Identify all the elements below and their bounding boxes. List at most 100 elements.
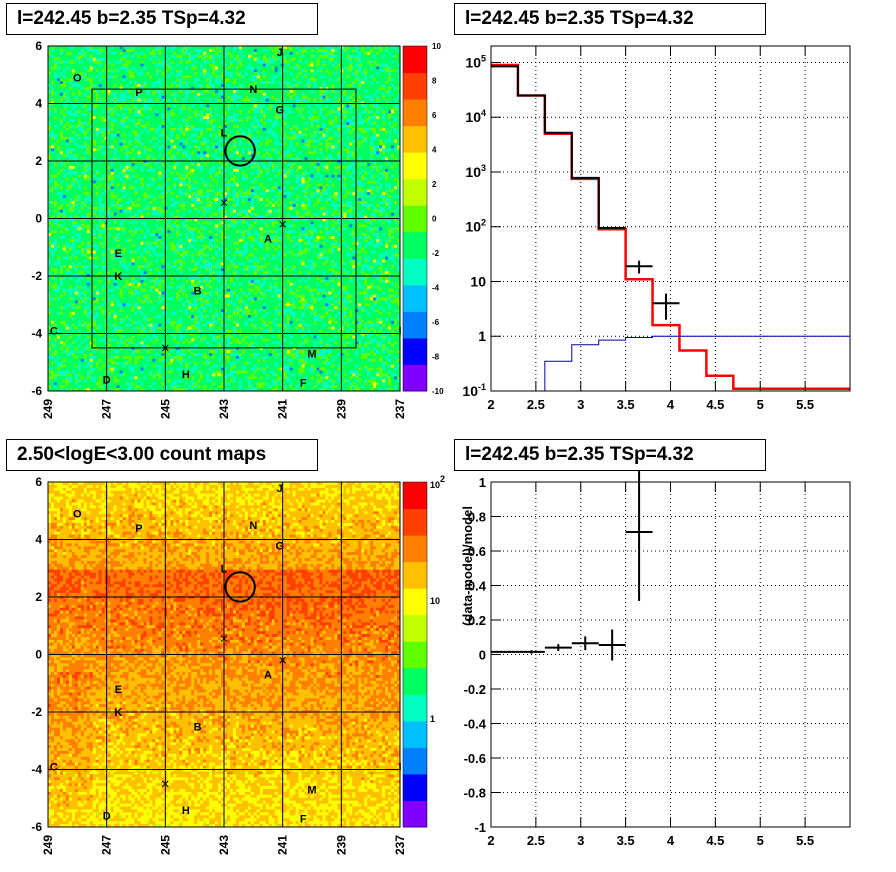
colorbar-segment: [403, 178, 427, 206]
y-tick-label: 4: [35, 533, 42, 547]
x-tick-label: 245: [158, 399, 172, 419]
residuals-title: l=242.45 b=2.35 TSp=4.32: [454, 439, 766, 471]
y-tick-label: -6: [31, 820, 42, 834]
source-label: O: [73, 73, 82, 85]
target-circle: [224, 571, 256, 603]
x-tick-label: 5: [757, 833, 764, 848]
source-label: P: [135, 523, 142, 535]
x-tick-label: 2.5: [527, 833, 545, 848]
source-label: E: [115, 684, 122, 696]
colorbar-segment: [403, 482, 427, 510]
colorbar-tick-label: 8: [432, 77, 437, 86]
y-tick-label: -4: [31, 763, 42, 777]
source-label: A: [264, 670, 272, 682]
colorbar-segment: [403, 364, 427, 392]
x-tick-label: 237: [393, 835, 407, 855]
colorbar-segment: [403, 99, 427, 127]
spectrum-grid: [491, 46, 850, 391]
x-tick-label: 249: [41, 835, 55, 855]
y-tick-label: 2: [35, 590, 42, 604]
x-tick-label: 4.5: [706, 397, 724, 412]
colorbar-segment: [403, 231, 427, 259]
y-tick-label: 0.4: [468, 579, 487, 594]
source-cross: [279, 656, 287, 664]
source-label: H: [182, 369, 190, 381]
source-label: F: [300, 813, 307, 825]
colorbar-tick-label: -2: [432, 249, 440, 258]
y-tick-label: 1: [478, 328, 486, 344]
source-label: I: [398, 326, 401, 338]
source-label: J: [277, 47, 283, 59]
y-tick-label: 102: [465, 218, 486, 235]
x-tick-label: 4.5: [706, 833, 724, 848]
y-tick-label: 4: [35, 97, 42, 111]
residuals-grid: [491, 482, 850, 827]
colorbar-segment: [403, 284, 427, 312]
colorbar-segment: [403, 72, 427, 100]
colorbar-segment: [403, 694, 427, 722]
spectrum-series-2: [544, 335, 850, 391]
source-label: A: [264, 234, 272, 246]
residual-map-grid: [48, 46, 400, 391]
source-label: H: [182, 805, 190, 817]
colorbar-tick-label: 0: [432, 215, 437, 224]
colorbar-tick-label: 6: [432, 111, 437, 120]
y-axis-label: (data-model)/model: [460, 506, 475, 626]
source-label: F: [300, 377, 307, 389]
y-tick-label: -6: [31, 384, 42, 398]
source-label: E: [115, 248, 122, 260]
y-tick-label: 6: [35, 475, 42, 489]
source-cross: [161, 780, 169, 788]
y-tick-label: 6: [35, 39, 42, 53]
y-tick-label: 0: [35, 648, 42, 662]
y-tick-label: 103: [465, 163, 486, 180]
source-label: D: [103, 375, 111, 387]
source-label: C: [50, 326, 58, 338]
colorbar-segment: [403, 125, 427, 153]
source-label: J: [277, 483, 283, 495]
colorbar-tick-label: 102: [430, 474, 445, 490]
colorbar-tick-label: 2: [432, 180, 437, 189]
y-tick-label: 105: [465, 53, 486, 70]
y-tick-label: 0.2: [468, 613, 486, 628]
source-cross: [279, 220, 287, 228]
x-tick-label: 243: [217, 399, 231, 419]
source-label: M: [307, 349, 316, 361]
source-label: K: [114, 271, 122, 283]
x-tick-label: 3.5: [617, 833, 635, 848]
colorbar-segment: [403, 773, 427, 801]
y-tick-label: 2: [35, 154, 42, 168]
residual-map-frame: [47, 45, 401, 392]
colorbar-tick-label: -8: [432, 353, 440, 362]
residual-map-pixels: [48, 46, 401, 392]
source-label: C: [50, 762, 58, 774]
y-tick-label: -0.2: [464, 682, 486, 697]
x-tick-label: 237: [393, 399, 407, 419]
y-tick-label: 0.8: [468, 510, 486, 525]
y-tick-label: 104: [465, 108, 486, 125]
colorbar-segment: [403, 535, 427, 563]
colorbar-frame: [402, 45, 428, 392]
colorbar-segment: [403, 641, 427, 669]
source-label: I: [398, 762, 401, 774]
source-label: G: [275, 104, 284, 116]
colorbar-segment: [403, 561, 427, 589]
y-tick-label: -0.6: [464, 751, 486, 766]
colorbar-segment: [403, 588, 427, 616]
target-circle: [224, 135, 256, 167]
x-tick-label: 3.5: [617, 397, 635, 412]
x-tick-label: 5.5: [796, 397, 814, 412]
source-label: M: [307, 785, 316, 797]
colorbar-tick-label: -4: [432, 284, 440, 293]
count-map-grid: [48, 482, 400, 827]
roi-box: [91, 88, 357, 349]
x-tick-label: 2: [487, 833, 494, 848]
x-tick-label: 247: [100, 399, 114, 419]
y-tick-label: 0.6: [468, 544, 486, 559]
y-tick-label: 0: [35, 212, 42, 226]
colorbar-tick-label: 4: [432, 146, 437, 155]
colorbar-segment: [403, 667, 427, 695]
colorbar-segment: [403, 800, 427, 828]
x-tick-label: 5.5: [796, 833, 814, 848]
y-tick-label: -2: [31, 705, 42, 719]
